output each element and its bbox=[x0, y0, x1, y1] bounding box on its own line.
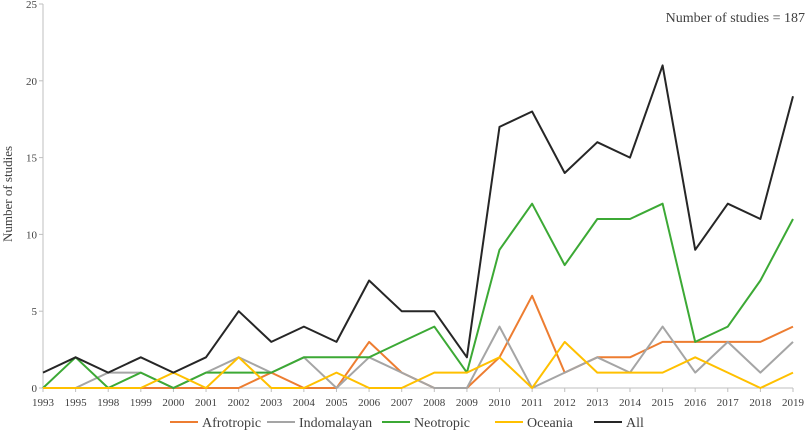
x-tick-label: 2006 bbox=[358, 397, 381, 409]
legend-label-neotropic: Neotropic bbox=[414, 416, 470, 431]
study-count-annotation: Number of studies = 187 bbox=[666, 11, 805, 26]
x-tick-label: 2005 bbox=[325, 397, 348, 409]
x-tick-label: 2016 bbox=[684, 397, 707, 409]
legend-label-afrotropic: Afrotropic bbox=[202, 416, 261, 431]
legend-label-oceania: Oceania bbox=[527, 416, 574, 431]
y-axis-label: Number of studies bbox=[0, 146, 15, 242]
y-tick-label: 15 bbox=[26, 153, 38, 165]
x-tick-label: 1995 bbox=[65, 397, 88, 409]
x-tick-label: 2009 bbox=[456, 397, 479, 409]
y-tick-label: 10 bbox=[26, 229, 38, 241]
x-tick-label: 2001 bbox=[195, 397, 217, 409]
x-tick-label: 2019 bbox=[782, 397, 805, 409]
axes: 0 5 10 15 20 25 1993 1995 1998 1999 2000 2001 2002 20… bbox=[26, 0, 805, 409]
series-lines bbox=[42, 64, 794, 389]
x-tick-label: 2003 bbox=[260, 397, 283, 409]
x-tick-label: 2014 bbox=[619, 397, 642, 409]
y-tick-label: 25 bbox=[26, 0, 38, 11]
legend: Afrotropic Indomalayan Neotropic Oceania All bbox=[170, 416, 644, 431]
x-tick-label: 2017 bbox=[717, 397, 740, 409]
x-tick-label: 2007 bbox=[391, 397, 414, 409]
y-tick-label: 5 bbox=[32, 306, 38, 318]
x-tick-label: 2008 bbox=[423, 397, 446, 409]
x-tick-label: 2012 bbox=[554, 397, 576, 409]
x-tick-label: 2015 bbox=[652, 397, 675, 409]
x-tick-label: 2000 bbox=[162, 397, 185, 409]
x-tick-label: 1999 bbox=[130, 397, 153, 409]
x-tick-label: 2013 bbox=[586, 397, 609, 409]
x-tick-label: 2002 bbox=[228, 397, 250, 409]
x-tick-label: 2004 bbox=[293, 397, 316, 409]
series-line-neotropic bbox=[42, 202, 794, 389]
series-line-all bbox=[42, 64, 794, 374]
y-tick-label: 0 bbox=[32, 383, 38, 395]
x-tick-label: 1998 bbox=[97, 397, 120, 409]
x-tick-label: 1993 bbox=[32, 397, 55, 409]
x-tick-label: 2010 bbox=[489, 397, 512, 409]
y-tick-label: 20 bbox=[26, 76, 38, 88]
x-tick-label: 2011 bbox=[521, 397, 543, 409]
x-tick-label: 2018 bbox=[749, 397, 772, 409]
legend-label-all: All bbox=[626, 416, 644, 431]
series-line-afrotropic bbox=[43, 294, 794, 389]
series-line-oceania bbox=[43, 340, 794, 389]
legend-label-indomalayan: Indomalayan bbox=[299, 416, 372, 431]
